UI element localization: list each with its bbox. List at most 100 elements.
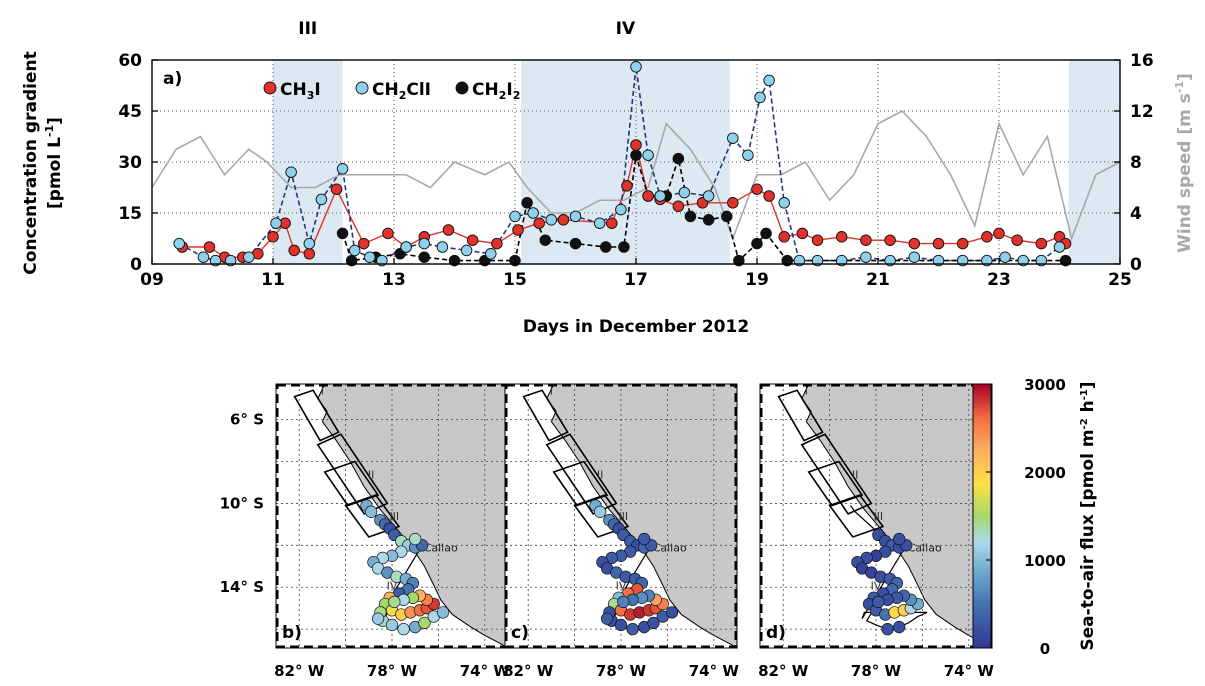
- y-tick-label: 45: [118, 102, 142, 122]
- ch2cli-point: [1017, 254, 1029, 267]
- ch2cli-point: [702, 190, 715, 202]
- colorbar-label-sup: -1: [1079, 389, 1090, 400]
- region-label: III: [873, 510, 883, 523]
- ch2i2-point: [448, 254, 461, 267]
- region-label: III: [389, 510, 399, 523]
- shaded-period: [1068, 60, 1120, 264]
- ch2cli-point: [908, 251, 921, 263]
- ch2cli-point: [999, 251, 1011, 263]
- ch2i2-point: [618, 241, 630, 253]
- ch2cli-point: [811, 254, 824, 267]
- ch3i-point: [557, 214, 570, 226]
- y2-axis-label-text: Wind speed [m s: [1175, 93, 1195, 253]
- y-axis-label-line: [pmol L-1]: [43, 117, 65, 209]
- ch3i-point: [466, 234, 479, 246]
- region-box: [800, 433, 873, 515]
- ch2i2-point: [672, 152, 685, 165]
- period-label: III: [298, 19, 317, 39]
- ch2cli-point: [303, 237, 316, 250]
- ch2cli-point: [956, 254, 969, 267]
- ch2i2-point: [721, 210, 733, 223]
- flux-point: [371, 612, 385, 625]
- ch3i-point: [330, 183, 343, 195]
- ch2cli-point: [1053, 241, 1066, 253]
- ch3i-point: [512, 224, 524, 236]
- region-box: [777, 389, 824, 442]
- map-frame: [504, 383, 738, 649]
- ch2i2-point: [781, 254, 794, 267]
- legend-text: CH: [372, 80, 399, 100]
- ch2i2-point: [684, 210, 697, 223]
- legend-sub: 3: [307, 89, 315, 102]
- y-tick-label: 30: [118, 153, 142, 173]
- period-label: IV: [616, 19, 636, 39]
- map-border: [504, 383, 738, 649]
- ch3i-point: [288, 244, 300, 257]
- colorbar-tick-label: 3000: [1024, 376, 1066, 394]
- legend-label: CH2I2: [472, 80, 520, 102]
- ch2cli-point: [315, 193, 328, 206]
- ch3i-point: [533, 217, 545, 229]
- legend-sub: 2: [399, 89, 407, 102]
- ch2i2-point: [702, 214, 715, 226]
- lon-tick-label: 78° W: [367, 662, 418, 680]
- flux-point: [614, 618, 628, 632]
- legend-text: CH: [280, 80, 307, 100]
- ch2cli-point: [336, 163, 349, 175]
- ch3i-point: [621, 180, 633, 192]
- legend-label: CH3I: [280, 80, 321, 102]
- ch2cli-point: [615, 203, 627, 216]
- ch3i-point: [884, 234, 896, 246]
- lon-tick-label: 74° W: [944, 662, 995, 680]
- ch2cli-point: [173, 237, 185, 250]
- ch3i-point: [763, 190, 775, 202]
- legend-marker: [263, 81, 277, 95]
- ch2i2-point: [751, 237, 763, 250]
- y-axis-label: Concentration gradient [pmol L-1]: [21, 51, 65, 274]
- x-tick-label: 25: [1108, 270, 1132, 290]
- y-axis-label-text: ]: [45, 117, 65, 125]
- region-label: II: [852, 468, 859, 481]
- colorbar-label: Sea-to-air flux [pmol m-2 h-1]: [1078, 381, 1098, 650]
- ch2cli-point: [460, 244, 473, 257]
- ch2cli-point: [364, 251, 376, 263]
- flux-point: [436, 606, 450, 619]
- region-box: [573, 494, 630, 538]
- region-box: [323, 460, 380, 507]
- ch2cli-point: [376, 254, 388, 267]
- colorbar-tick-label: 1000: [1024, 552, 1066, 570]
- region-box: [522, 389, 569, 442]
- flux-point: [385, 618, 399, 632]
- legend-label: CH2ClI: [372, 80, 431, 102]
- ch2cli-point: [754, 91, 766, 104]
- legend-text: I: [506, 80, 512, 100]
- ch3i-point: [642, 190, 654, 202]
- ch2cli-point: [778, 197, 790, 209]
- ch3i-point: [932, 237, 945, 250]
- ch3i-point: [981, 231, 993, 243]
- lon-tick-label: 74° W: [460, 662, 511, 680]
- ch2cli-point: [527, 207, 539, 219]
- flux-point: [881, 622, 894, 636]
- land: [317, 383, 509, 649]
- ch2cli-point: [197, 251, 210, 263]
- ch3i-point: [672, 200, 685, 212]
- ch2cli-line: [178, 66, 1060, 262]
- ch3i-point: [1035, 237, 1048, 250]
- ch2cli-point: [569, 210, 582, 223]
- y2-tick-label: 16: [1130, 51, 1154, 71]
- ch2cli-point: [793, 254, 806, 267]
- flux-point: [638, 532, 651, 546]
- ch3i-point: [811, 234, 824, 246]
- ch3i-point: [203, 241, 216, 253]
- region-label: I: [550, 384, 553, 397]
- colorbar-label-text: Sea-to-air flux [pmol m: [1078, 429, 1098, 650]
- map-frame: [275, 383, 509, 649]
- region-box: [552, 460, 609, 507]
- ch2cli-point: [400, 241, 412, 253]
- y-axis-label-sup: -1: [43, 125, 56, 137]
- flux-point: [409, 532, 422, 546]
